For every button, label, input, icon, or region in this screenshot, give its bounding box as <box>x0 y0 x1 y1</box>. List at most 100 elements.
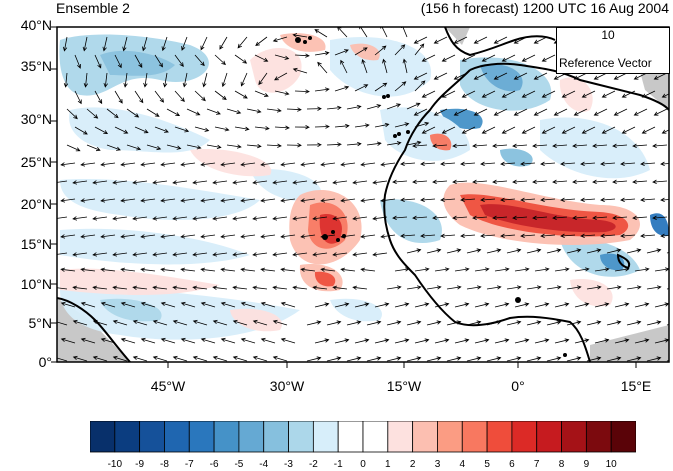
wind-vector-arrow <box>574 267 590 272</box>
wind-vector-arrow <box>652 215 668 220</box>
wind-vector-arrow <box>174 90 185 103</box>
wind-vector-arrow <box>572 179 588 184</box>
colorbar-tick-label: 0 <box>360 459 366 470</box>
wind-vector-arrow <box>521 90 536 98</box>
wind-vector-arrow <box>552 215 568 220</box>
wind-vector-arrow <box>466 248 482 254</box>
wind-vector-arrow <box>92 252 108 257</box>
wind-vector-arrow <box>114 126 129 134</box>
wind-vector-arrow <box>472 143 488 148</box>
wind-vector-arrow <box>554 338 570 344</box>
colorbar-tick-label: -10 <box>107 459 123 470</box>
wind-vector-arrow <box>258 72 268 86</box>
wind-vector-arrow <box>340 59 348 74</box>
wind-vector-arrow <box>314 87 330 92</box>
wind-vector-arrow <box>634 302 650 308</box>
wind-vector-arrow <box>72 355 88 362</box>
wind-vector-arrow <box>214 54 226 66</box>
wind-vector-arrow <box>540 161 556 166</box>
wind-vector-arrow <box>433 36 448 44</box>
wind-vector-arrow <box>74 54 81 69</box>
wind-vector-arrow <box>103 72 108 88</box>
wind-vector-arrow <box>194 126 210 132</box>
wind-vector-arrow <box>486 248 502 254</box>
wind-vector-arrow <box>132 319 148 326</box>
wind-vector-arrow <box>172 319 188 326</box>
wind-vector-arrow <box>100 267 116 272</box>
wind-vector-arrow <box>120 267 136 272</box>
wind-vector-arrow <box>306 106 322 111</box>
colorbar-swatch <box>238 421 265 453</box>
wind-vector-arrow <box>512 215 528 220</box>
wind-vector-arrow <box>60 198 76 203</box>
wind-vector-arrow <box>74 90 82 105</box>
wind-vector-arrow <box>494 302 510 308</box>
colorbar-swatch <box>288 421 314 453</box>
wind-vector-arrow <box>634 338 650 344</box>
wind-vector-arrow <box>512 143 528 148</box>
wind-vector-arrow <box>374 338 390 344</box>
wind-vector-arrow <box>554 302 570 308</box>
wind-vector-arrow <box>332 252 348 257</box>
wind-vector-arrow <box>501 54 516 62</box>
wind-vector-arrow <box>386 320 402 326</box>
wind-vector-arrow <box>626 320 642 326</box>
wind-vector-arrow <box>340 267 356 272</box>
wind-vector-arrow <box>272 180 288 185</box>
wind-vector-arrow <box>453 108 468 116</box>
wind-vector-arrow <box>372 252 388 257</box>
wind-vector-arrow <box>146 108 160 117</box>
wind-vector-arrow <box>334 123 350 129</box>
wind-vector-arrow <box>640 161 656 166</box>
wind-vector-arrow <box>112 180 128 185</box>
wind-vector-arrow <box>326 356 342 362</box>
wind-vector-arrow <box>526 356 542 362</box>
wind-vector-arrow <box>521 54 536 62</box>
wind-vector-arrow <box>632 179 648 184</box>
wind-vector-arrow <box>172 180 188 185</box>
wind-vector-arrow <box>493 108 508 116</box>
wind-vector-arrow <box>421 90 436 98</box>
wind-vector-arrow <box>594 267 610 272</box>
wind-vector-arrow <box>474 267 490 272</box>
wind-vector-arrow <box>580 161 596 166</box>
wind-vector-arrow <box>493 72 508 80</box>
wind-vector-arrow <box>83 72 89 88</box>
wind-vector-arrow <box>420 161 436 166</box>
wind-vector-arrow <box>426 248 442 254</box>
wind-vector-arrow <box>541 126 556 134</box>
wind-vector-arrow <box>614 338 630 344</box>
wind-vector-arrow <box>252 252 268 257</box>
land-gray-se <box>590 325 669 362</box>
wind-vector-arrow <box>574 338 590 344</box>
wind-vector-arrow <box>66 108 78 120</box>
wind-vector-arrow <box>292 33 308 38</box>
wind-vector-arrow <box>255 36 268 47</box>
wind-vector-arrow <box>326 105 342 111</box>
wind-vector-arrow <box>352 252 368 257</box>
wind-vector-arrow <box>120 301 136 308</box>
colorbar-tick-label: 7 <box>533 459 540 470</box>
wind-vector-arrow <box>481 126 496 134</box>
wind-vector-arrow <box>182 72 188 88</box>
wind-vector-arrow <box>292 67 308 74</box>
wind-vector-arrow <box>474 302 490 308</box>
map-plot-area <box>57 27 669 362</box>
wind-vector-arrow <box>640 197 656 202</box>
wind-vector-arrow <box>126 108 140 118</box>
wind-vector-arrow <box>80 234 96 239</box>
wind-vector-arrow <box>366 356 382 362</box>
wind-vector-arrow <box>620 233 636 238</box>
wind-vector-arrow <box>174 54 184 68</box>
wind-vector-arrow <box>360 267 376 272</box>
wind-vector-arrow <box>552 143 568 148</box>
wind-vector-arrow <box>200 198 216 203</box>
wind-vector-arrow <box>306 356 322 362</box>
wind-vector-arrow <box>646 285 662 290</box>
wind-vector-arrow <box>334 85 350 92</box>
wind-vector-arrow <box>152 180 168 185</box>
wind-vector-arrow <box>354 302 370 308</box>
wind-vector-arrow <box>240 337 256 344</box>
wind-vector-arrow <box>533 108 548 116</box>
wind-vector-arrow <box>200 267 216 272</box>
